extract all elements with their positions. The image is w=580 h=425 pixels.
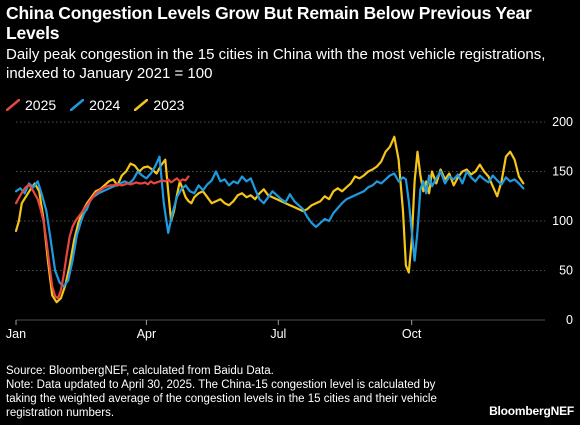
footer-notes: Source: BloombergNEF, calculated from Ba… — [6, 364, 446, 420]
y-tick-label-200: 200 — [552, 115, 573, 129]
series-line-2024 — [14, 155, 525, 288]
legend-swatch-2024 — [70, 99, 85, 111]
x-tick-label-apr: Apr — [137, 327, 156, 341]
source-text: Source: BloombergNEF, calculated from Ba… — [6, 365, 274, 377]
series-line-2025 — [14, 175, 190, 300]
x-tick-label-jan: Jan — [6, 327, 26, 341]
legend-swatch-2023 — [134, 99, 149, 111]
y-tick-label-50: 50 — [559, 264, 573, 278]
legend-label-2025: 2025 — [25, 97, 57, 113]
x-tick-label-jul: Jul — [270, 327, 286, 341]
series-lines — [14, 135, 525, 304]
brand-logo: BloombergNEF — [489, 404, 574, 418]
legend-swatch-2025 — [6, 99, 20, 111]
y-tick-label-100: 100 — [552, 214, 573, 228]
legend-label-2024: 2024 — [89, 97, 121, 113]
y-tick-label-0: 0 — [566, 313, 573, 327]
series-line-2023 — [14, 135, 525, 304]
chart-subtitle: Daily peak congestion in the 15 cities i… — [6, 46, 546, 82]
chart-title: China Congestion Levels Grow But Remain … — [6, 3, 532, 43]
legend-item-2023: 2023 — [134, 97, 184, 113]
x-tick-label-oct: Oct — [402, 327, 422, 341]
legend-item-2025: 2025 — [6, 97, 56, 113]
note-text: Note: Data updated to April 30, 2025. Th… — [6, 379, 437, 419]
legend-label-2023: 2023 — [153, 97, 185, 113]
grid-lines — [16, 121, 545, 321]
axis-labels: 0 50 100 150 200 Jan Apr Jul Oct — [6, 115, 573, 341]
y-tick-label-150: 150 — [552, 165, 573, 179]
legend-item-2024: 2024 — [70, 97, 120, 113]
legend: 2025 2024 2023 — [6, 96, 198, 114]
